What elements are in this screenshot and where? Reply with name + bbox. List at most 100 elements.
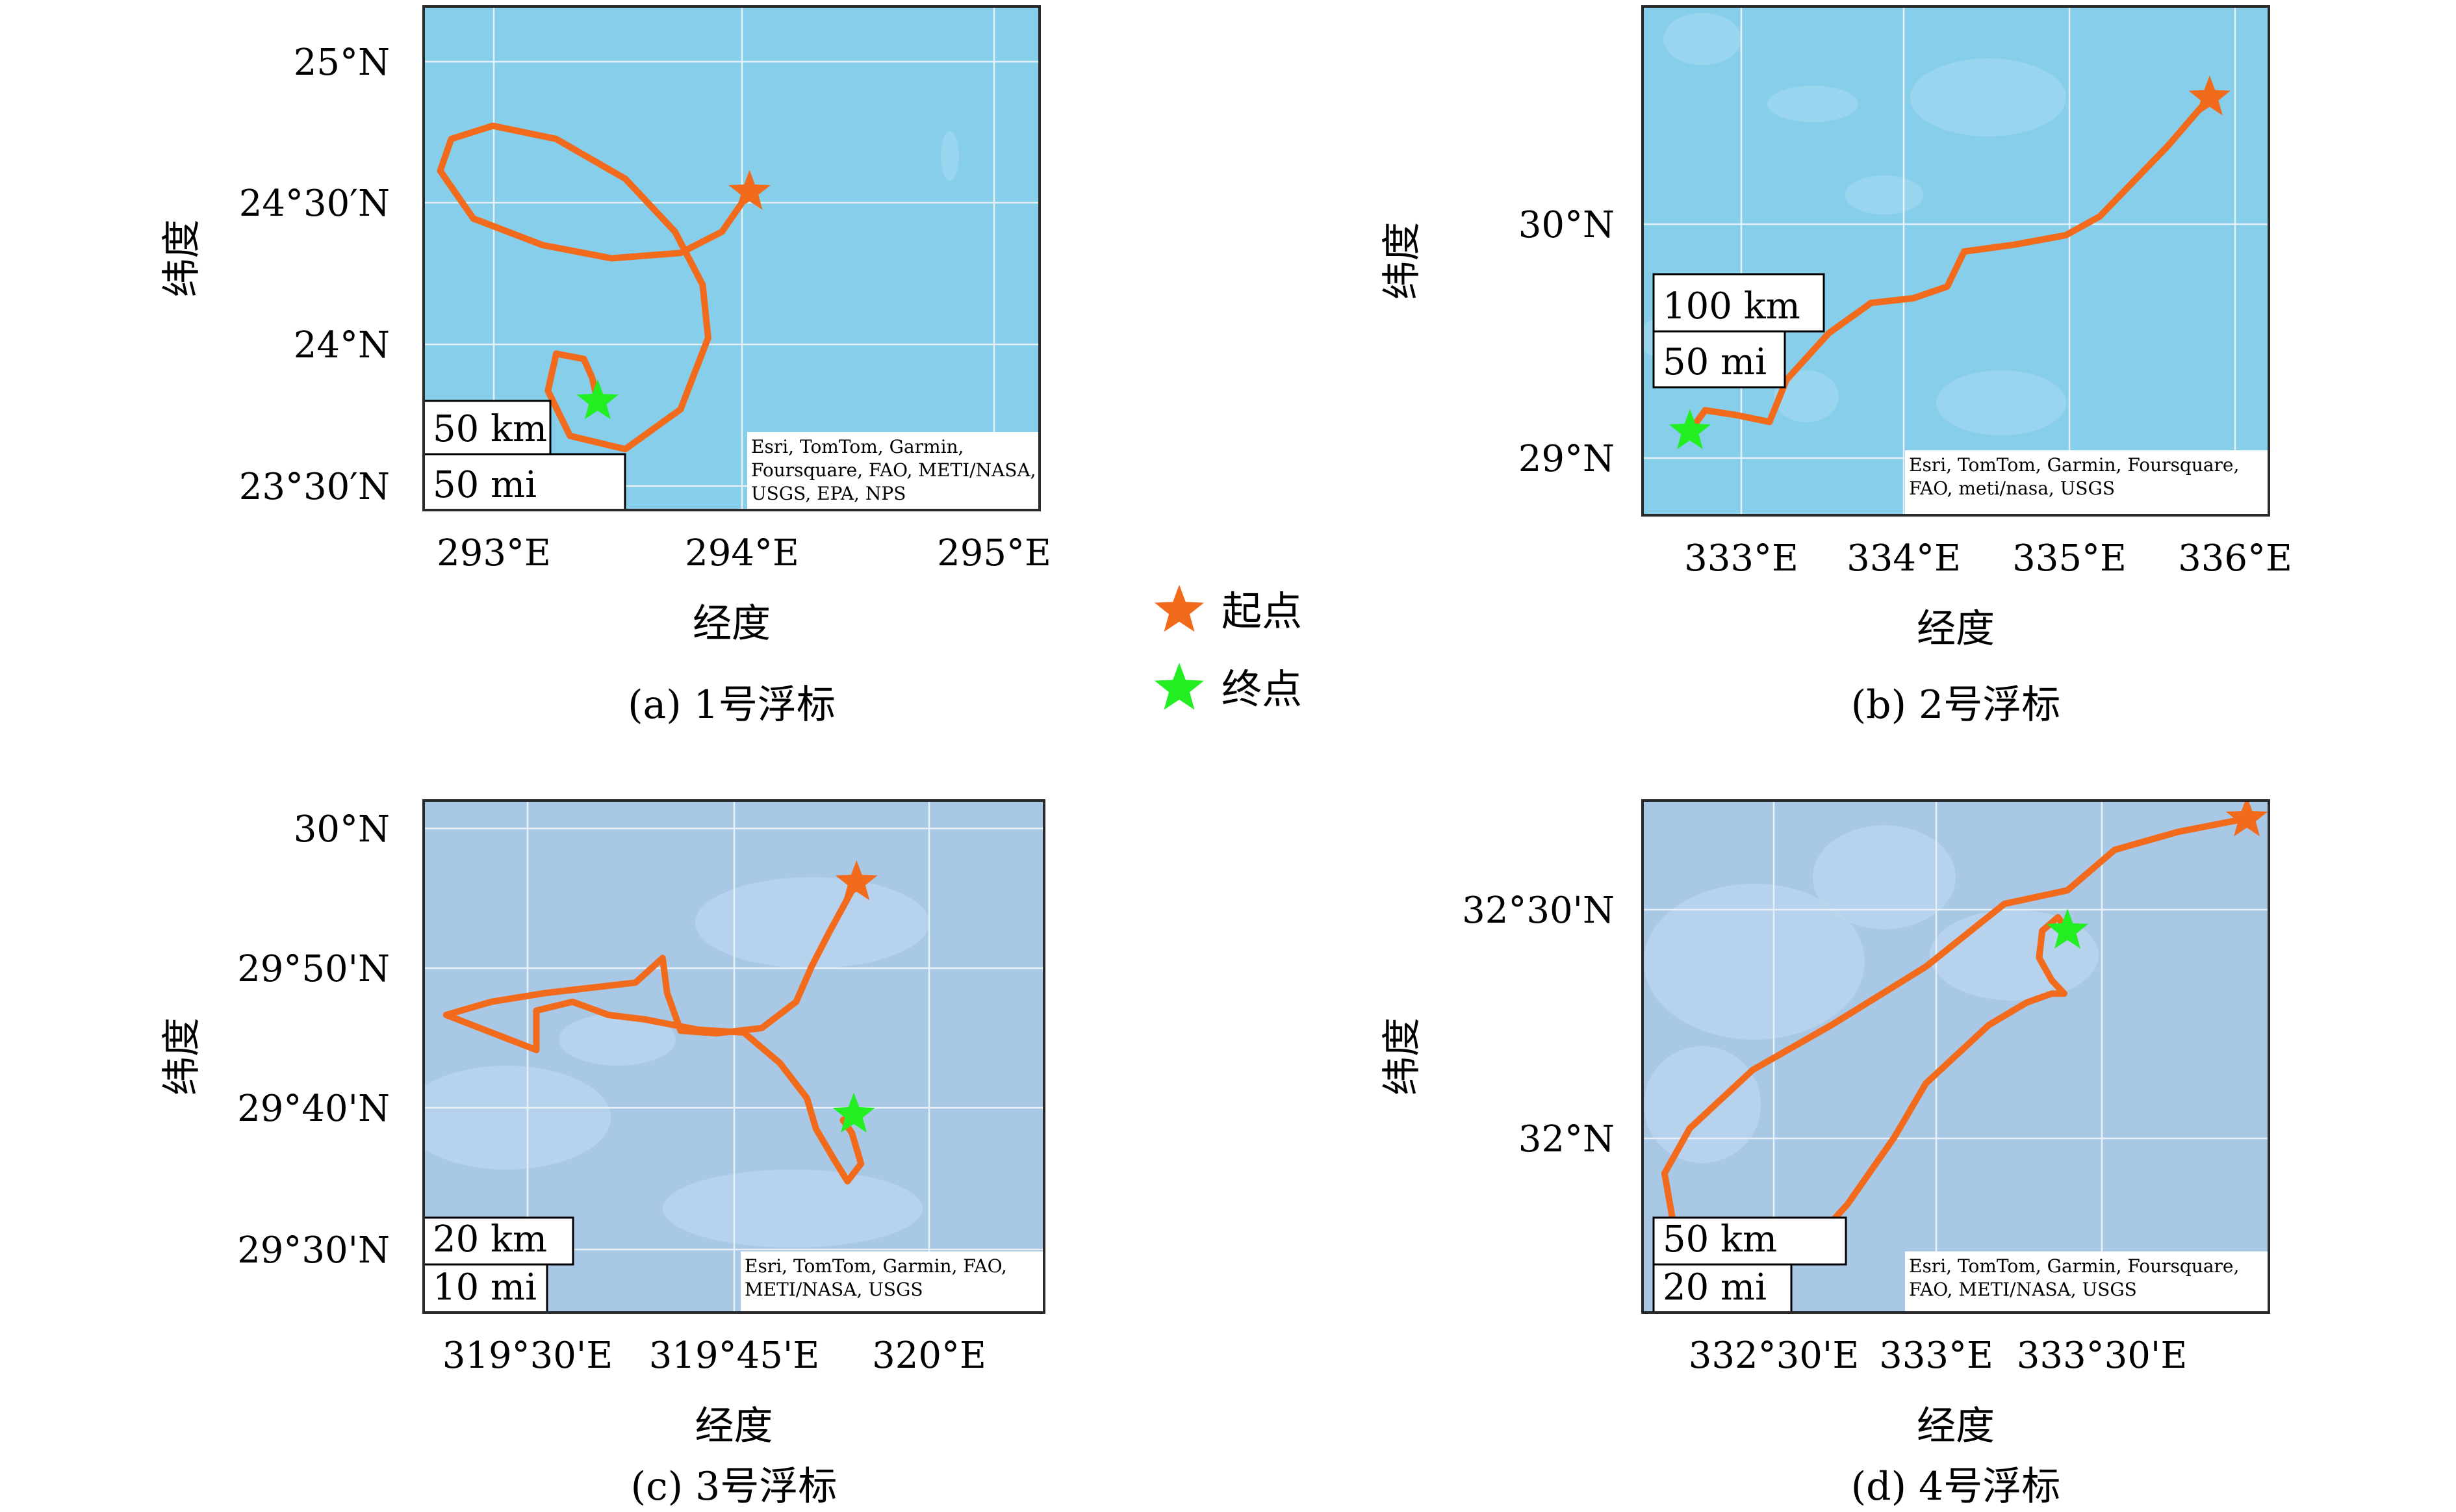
map-frame: [422, 5, 1041, 511]
scale-bar-km-label: 100 km: [1663, 285, 1800, 327]
attribution-text: FAO, METI/NASA, USGS: [1909, 1279, 2137, 1300]
drifter-track: [437, 122, 753, 453]
graticule: [424, 801, 1044, 1313]
start-star-icon: [835, 860, 878, 901]
x-tick-label: 333°E: [1684, 537, 1798, 580]
bathymetry-patch: [1936, 370, 2066, 435]
x-axis-label: 经度: [1917, 1403, 1995, 1449]
attribution-text: FAO, meti/nasa, USGS: [1909, 478, 2115, 499]
bathymetry-patch: [1813, 825, 1956, 929]
start-star-icon: [2225, 801, 2268, 837]
bathymetry-patch: [424, 1066, 611, 1170]
bathymetry-shading: [424, 877, 929, 1248]
bathymetry-patch: [1663, 13, 1741, 65]
scale-bar-km: [422, 1216, 574, 1266]
end-star-icon: [2046, 908, 2089, 949]
y-tick-label: 25°N: [294, 42, 390, 84]
x-axis-label: 经度: [1917, 606, 1995, 652]
y-tick-label: 29°N: [1518, 438, 1615, 480]
y-tick-label: 32°N: [1518, 1118, 1615, 1160]
x-tick-label: 334°E: [1847, 537, 1961, 580]
panel-caption: (a) 1号浮标: [628, 682, 836, 728]
y-tick-label: 23°30′N: [239, 466, 390, 508]
y-axis-label: 纬度: [159, 220, 205, 298]
map-panel-4: 50 km 20 mi Esri, TomTom, Garmin, Foursqua…: [1379, 799, 2270, 1509]
start-star-icon: [2188, 75, 2231, 116]
drifter-track-group: [437, 122, 771, 453]
end-star-icon: [576, 379, 619, 420]
panel-caption: (d) 4号浮标: [1851, 1464, 2060, 1509]
bathymetry-patch: [1845, 175, 1923, 214]
panel-caption: (c) 3号浮标: [631, 1464, 838, 1509]
bathymetry-patch: [1644, 1046, 1761, 1163]
attribution-box: [747, 432, 1040, 510]
y-tick-label: 32°30'N: [1462, 890, 1615, 932]
x-axis-label: 经度: [693, 601, 771, 647]
attribution-text: Esri, TomTom, Garmin, Foursquare,: [1909, 454, 2239, 476]
scale-bar-mi-label: 50 mi: [433, 464, 537, 506]
scale-bar-mi: [422, 1263, 548, 1314]
x-tick-label: 336°E: [2178, 537, 2292, 580]
y-axis-label: 纬度: [159, 1018, 205, 1096]
drifter-track-group: [442, 860, 878, 1185]
panel-caption: (b) 2号浮标: [1851, 682, 2060, 728]
attribution-box: [741, 1251, 1044, 1313]
start-star-icon: [728, 170, 771, 210]
x-tick-label: 319°30'E: [442, 1335, 613, 1377]
attribution-box: [1905, 450, 2269, 515]
x-tick-label: 294°E: [685, 532, 799, 574]
attribution-text: METI/NASA, USGS: [745, 1279, 923, 1300]
y-tick-label: 29°30'N: [237, 1229, 390, 1272]
attribution-text: Esri, TomTom, Garmin, Foursquare,: [1909, 1255, 2239, 1277]
y-tick-label: 29°40'N: [237, 1088, 390, 1130]
x-tick-label: 319°45'E: [649, 1335, 819, 1377]
legend-end-star-icon: [1155, 663, 1204, 710]
scale-bar-mi: [1652, 330, 1786, 389]
bathymetry-patch: [663, 1170, 923, 1248]
x-tick-label: 295°E: [937, 532, 1051, 574]
map-frame: [1641, 5, 2270, 517]
bathymetry-patch: [1767, 86, 1858, 122]
attribution-text: Esri, TomTom, Garmin, FAO,: [745, 1255, 1007, 1277]
map-panel-3: 20 km 10 mi Esri, TomTom, Garmin, FAO,METI…: [159, 799, 1045, 1509]
scale-bar-mi-label: 20 mi: [1663, 1266, 1767, 1309]
x-tick-label: 293°E: [437, 532, 551, 574]
attribution-text: USGS, EPA, NPS: [751, 483, 906, 504]
bathymetry-patch: [695, 877, 929, 968]
x-axis-label: 经度: [695, 1403, 773, 1449]
bathymetry-patch: [1644, 884, 1865, 1040]
map-panel-2: 100 km 50 mi Esri, TomTom, Garmin, Foursqu…: [1379, 5, 2292, 728]
y-tick-label: 29°50'N: [237, 948, 390, 990]
x-tick-label: 320°E: [872, 1335, 986, 1377]
scale-bar-km: [1652, 1216, 1847, 1266]
drifter-track-group: [1669, 75, 2231, 450]
x-tick-label: 333°30'E: [2017, 1335, 2187, 1377]
scale-bar-mi: [1652, 1263, 1793, 1314]
y-axis-label: 纬度: [1379, 222, 1425, 300]
scale-bar-km: [422, 400, 552, 455]
legend-start-label: 起点: [1222, 587, 1302, 635]
scale-bar-km-label: 20 km: [433, 1218, 547, 1261]
bathymetry-patch: [941, 131, 959, 181]
x-tick-label: 332°30'E: [1689, 1335, 1859, 1377]
attribution-text: Esri, TomTom, Garmin,: [751, 436, 964, 457]
y-tick-label: 24°N: [294, 324, 390, 366]
scale-bar-km: [1652, 273, 1825, 333]
legend-start-star-icon: [1155, 585, 1204, 632]
end-star-icon: [832, 1092, 875, 1133]
bathymetry-patch: [1774, 370, 1839, 422]
x-tick-label: 333°E: [1879, 1335, 1993, 1377]
scale-bar-mi-label: 10 mi: [433, 1266, 537, 1309]
x-tick-label: 335°E: [2012, 537, 2127, 580]
map-frame: [422, 799, 1045, 1314]
scale-bar-km-label: 50 km: [433, 408, 547, 450]
y-tick-label: 30°N: [1518, 204, 1615, 246]
drifter-track: [1687, 94, 2213, 435]
bathymetry-patch: [559, 1014, 676, 1066]
map-frame: [1641, 799, 2270, 1314]
end-star-icon: [1669, 409, 1711, 450]
drifter-track: [442, 878, 865, 1185]
y-tick-label: 24°30′N: [239, 183, 390, 225]
